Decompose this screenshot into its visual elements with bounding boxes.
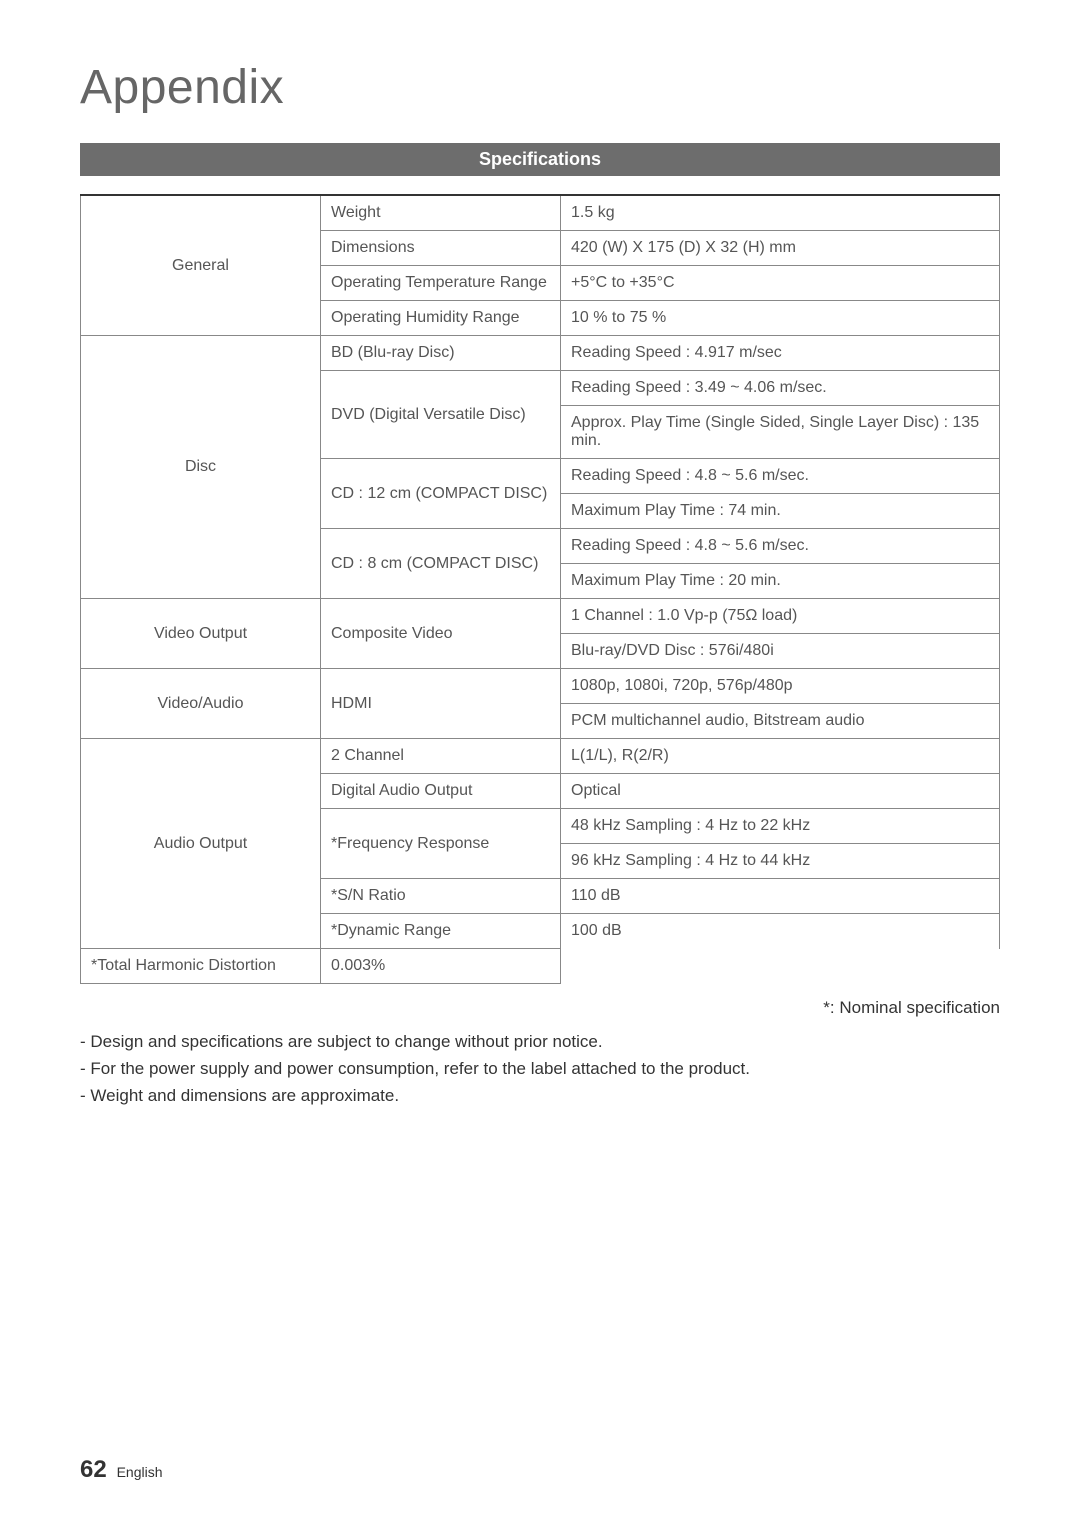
spec-property: Digital Audio Output <box>321 774 561 809</box>
note-item: For the power supply and power consumpti… <box>80 1055 1000 1082</box>
spec-property: 2 Channel <box>321 739 561 774</box>
spec-property: *Frequency Response <box>321 809 561 879</box>
page-number: 62 <box>80 1456 107 1483</box>
spec-category: Video Output <box>81 599 321 669</box>
spec-value: 420 (W) X 175 (D) X 32 (H) mm <box>561 231 1000 266</box>
spec-property: Operating Temperature Range <box>321 266 561 301</box>
spec-property: *Total Harmonic Distortion <box>81 949 321 984</box>
spec-value: 100 dB <box>561 914 1000 949</box>
spec-property: CD : 8 cm (COMPACT DISC) <box>321 529 561 599</box>
notes-list: Design and specifications are subject to… <box>80 1028 1000 1110</box>
spec-value: Blu-ray/DVD Disc : 576i/480i <box>561 634 1000 669</box>
specifications-table: GeneralWeight1.5 kgDimensions420 (W) X 1… <box>80 194 1000 984</box>
spec-value: Reading Speed : 4.8 ~ 5.6 m/sec. <box>561 529 1000 564</box>
spec-value: Maximum Play Time : 20 min. <box>561 564 1000 599</box>
nominal-footnote: *: Nominal specification <box>80 998 1000 1018</box>
spec-value: Reading Speed : 4.917 m/sec <box>561 336 1000 371</box>
spec-category: Disc <box>81 336 321 599</box>
spec-value: Maximum Play Time : 74 min. <box>561 494 1000 529</box>
spec-property: Weight <box>321 195 561 231</box>
spec-property: *Dynamic Range <box>321 914 561 949</box>
spec-category: General <box>81 195 321 336</box>
spec-value: 1080p, 1080i, 720p, 576p/480p <box>561 669 1000 704</box>
spec-property: CD : 12 cm (COMPACT DISC) <box>321 459 561 529</box>
spec-value: 0.003% <box>321 949 561 984</box>
note-item: Design and specifications are subject to… <box>80 1028 1000 1055</box>
spec-property: BD (Blu-ray Disc) <box>321 336 561 371</box>
spec-value: Optical <box>561 774 1000 809</box>
spec-category: Video/Audio <box>81 669 321 739</box>
spec-value: Reading Speed : 4.8 ~ 5.6 m/sec. <box>561 459 1000 494</box>
note-item: Weight and dimensions are approximate. <box>80 1082 1000 1109</box>
spec-property: Dimensions <box>321 231 561 266</box>
spec-property: HDMI <box>321 669 561 739</box>
page-footer: 62 English <box>80 1456 163 1484</box>
spec-value: +5°C to +35°C <box>561 266 1000 301</box>
spec-property: Operating Humidity Range <box>321 301 561 336</box>
spec-value: Reading Speed : 3.49 ~ 4.06 m/sec. <box>561 371 1000 406</box>
spec-value: 96 kHz Sampling : 4 Hz to 44 kHz <box>561 844 1000 879</box>
spec-value: L(1/L), R(2/R) <box>561 739 1000 774</box>
spec-property: DVD (Digital Versatile Disc) <box>321 371 561 459</box>
spec-value: PCM multichannel audio, Bitstream audio <box>561 704 1000 739</box>
spec-value: 48 kHz Sampling : 4 Hz to 22 kHz <box>561 809 1000 844</box>
spec-category: Audio Output <box>81 739 321 949</box>
page-title: Appendix <box>80 60 1000 115</box>
spec-value: 1 Channel : 1.0 Vp-p (75Ω load) <box>561 599 1000 634</box>
spec-property: Composite Video <box>321 599 561 669</box>
spec-value: Approx. Play Time (Single Sided, Single … <box>561 406 1000 459</box>
page-language: English <box>117 1464 163 1480</box>
spec-property: *S/N Ratio <box>321 879 561 914</box>
spec-value: 10 % to 75 % <box>561 301 1000 336</box>
section-heading: Specifications <box>80 143 1000 176</box>
spec-value: 1.5 kg <box>561 195 1000 231</box>
spec-value: 110 dB <box>561 879 1000 914</box>
